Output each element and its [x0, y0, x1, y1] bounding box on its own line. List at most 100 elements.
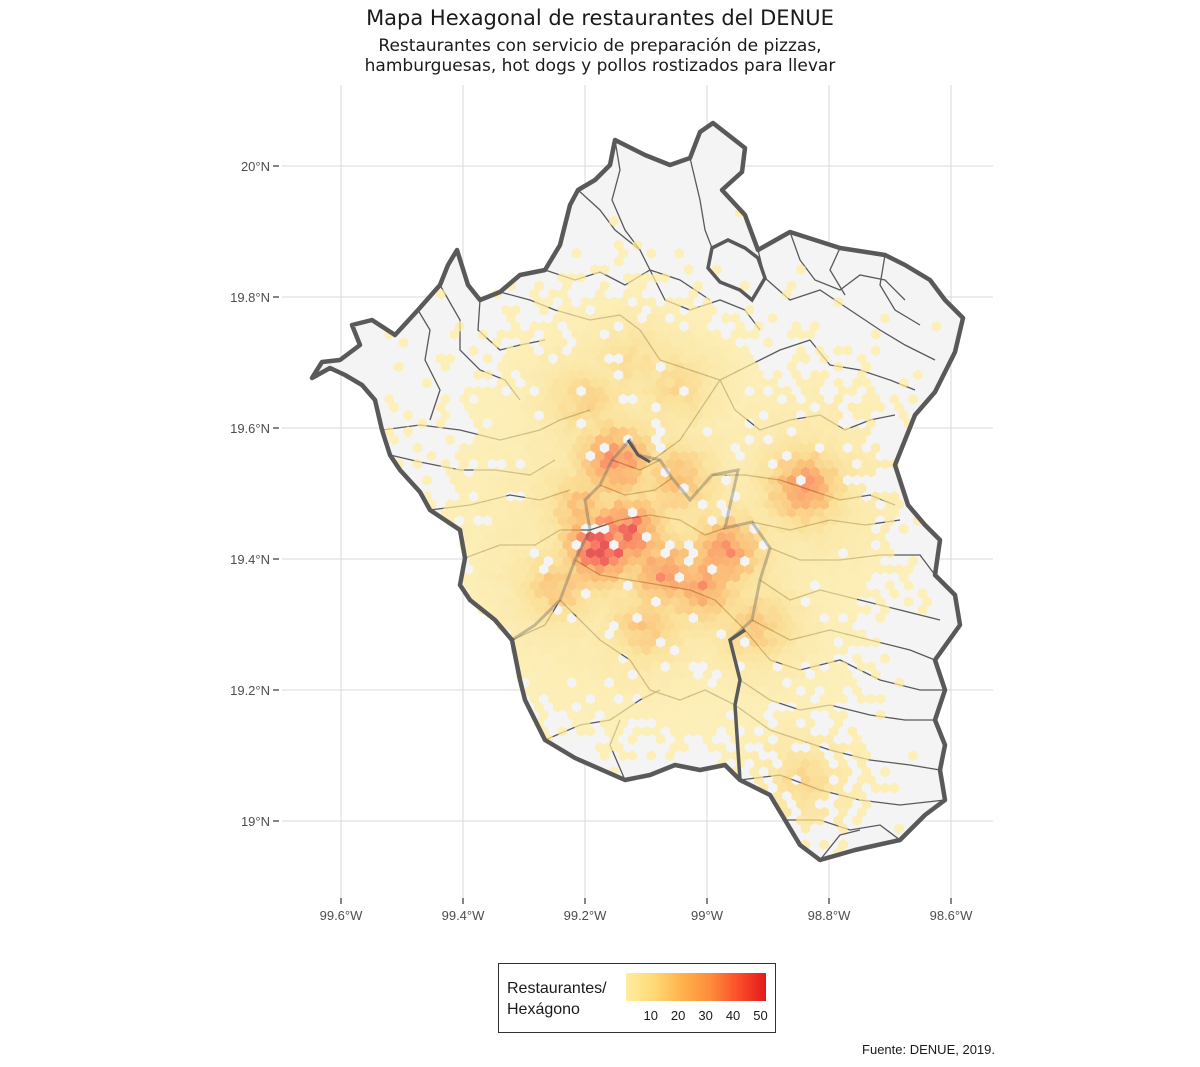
hexagon-cell — [749, 410, 759, 421]
hexagon-cell — [875, 531, 886, 543]
hexagon-cell — [763, 612, 773, 624]
hexagon-cell — [599, 474, 610, 486]
hexagon-cell — [814, 345, 825, 356]
hexagon-cell — [782, 482, 792, 494]
hexagon-cell — [553, 507, 563, 518]
hexagon-cell — [758, 685, 769, 697]
hexagon-cell — [740, 669, 750, 680]
hexagon-cell — [655, 410, 666, 421]
hexagon-cell — [641, 482, 652, 494]
hexagon-cell — [852, 377, 862, 389]
hexagon-cell — [726, 580, 736, 591]
hexagon-cell — [857, 790, 867, 802]
hexagon-cell — [506, 555, 516, 567]
hexagon-cell — [641, 515, 652, 527]
hexagon-cell — [740, 734, 750, 745]
hexagon-cell — [543, 345, 553, 356]
hexagon-cell — [403, 426, 413, 437]
hexagon-cell — [805, 604, 815, 616]
hexagon-cell — [534, 280, 544, 292]
hexagon-cell — [641, 677, 652, 689]
hexagon-cell — [632, 644, 642, 656]
hexagon-cell — [646, 329, 656, 340]
hexagon-cell — [487, 539, 497, 551]
hexagon-cell — [824, 734, 834, 745]
hexagon-cell — [595, 401, 605, 413]
hexagon-cell — [833, 345, 843, 356]
hexagon-cell — [674, 539, 684, 551]
hexagon-cell — [754, 401, 764, 413]
hexagon-cell — [847, 612, 857, 624]
hexagon-cell — [660, 482, 670, 494]
hexagon-cell — [754, 515, 764, 527]
hexagon-cell — [669, 353, 680, 365]
hexagon-cell — [482, 466, 493, 478]
hexagon-layer — [384, 207, 942, 859]
hexagon-cell — [679, 418, 689, 429]
hexagon-cell — [702, 345, 712, 356]
hexagon-cell — [599, 717, 610, 729]
hexagon-cell — [473, 547, 483, 559]
hexagon-cell — [492, 580, 502, 591]
hexagon-cell — [768, 653, 778, 664]
x-axis: 99.6°W 99.4°W 99.2°W 99°W 98.8°W 98.6°W — [320, 898, 973, 923]
hexagon-cell — [506, 426, 516, 437]
hexagon-cell — [805, 458, 815, 470]
hexagon-cell — [772, 466, 783, 478]
hexagon-cell — [669, 369, 680, 381]
hexagon-cell — [688, 353, 698, 365]
hexagon-cell — [590, 507, 600, 518]
hexagon-cell — [740, 458, 750, 470]
hexagon-cell — [688, 531, 698, 543]
hexagon-cell — [665, 653, 675, 664]
hexagon-cell — [604, 369, 614, 381]
hexagon-cell — [866, 693, 876, 705]
hexagon-cell — [464, 385, 474, 397]
hexagon-cell — [590, 636, 600, 648]
hexagon-cell — [796, 458, 806, 470]
neza-boundary — [626, 439, 651, 464]
hexagon-cell — [618, 377, 628, 389]
hexagon-cell — [852, 410, 862, 421]
hexagon-cell — [599, 750, 610, 761]
x-tick-label: 99.6°W — [320, 908, 364, 923]
hexagon-cell — [917, 588, 928, 599]
hexagon-cell — [496, 588, 507, 599]
hexagon-cell — [501, 515, 511, 527]
hexagon-cell — [548, 547, 558, 559]
hexagon-cell — [557, 385, 568, 397]
hexagon-cell — [669, 385, 680, 397]
hexagon-cell — [576, 353, 586, 365]
hexagon-cell — [744, 628, 755, 640]
hexagon-cell — [618, 604, 628, 616]
hexagon-cell — [721, 685, 731, 697]
hexagon-cell — [866, 563, 876, 575]
hexagon-cell — [712, 588, 722, 599]
hexagon-cell — [852, 442, 862, 454]
hexagon-cell — [885, 499, 895, 510]
hexagon-cell — [655, 653, 666, 664]
hexagon-cell — [688, 580, 698, 591]
hexagon-cell — [525, 588, 535, 599]
hexagon-cell — [478, 539, 488, 551]
hexagon-cell — [726, 596, 736, 608]
hexagon-cell — [861, 604, 871, 616]
hexagon-cell — [875, 612, 886, 624]
hexagon-cell — [492, 385, 502, 397]
hexagon-cell — [772, 369, 783, 381]
hexagon-cell — [595, 531, 605, 543]
hexagon-cell — [866, 450, 876, 462]
hexagon-cell — [758, 636, 769, 648]
hexagon-cell — [861, 555, 871, 567]
hexagon-cell — [637, 410, 647, 421]
hexagon-cell — [730, 345, 741, 356]
hexagon-cell — [768, 669, 778, 680]
hexagon-cell — [529, 628, 539, 640]
hexagon-cell — [702, 539, 712, 551]
hexagon-cell — [824, 782, 834, 794]
hexagon-cell — [754, 547, 764, 559]
hexagon-cell — [492, 515, 502, 527]
hexagon-cell — [599, 604, 610, 616]
legend-tick-label: 10 — [643, 1008, 658, 1023]
hexagon-cell — [599, 264, 610, 275]
